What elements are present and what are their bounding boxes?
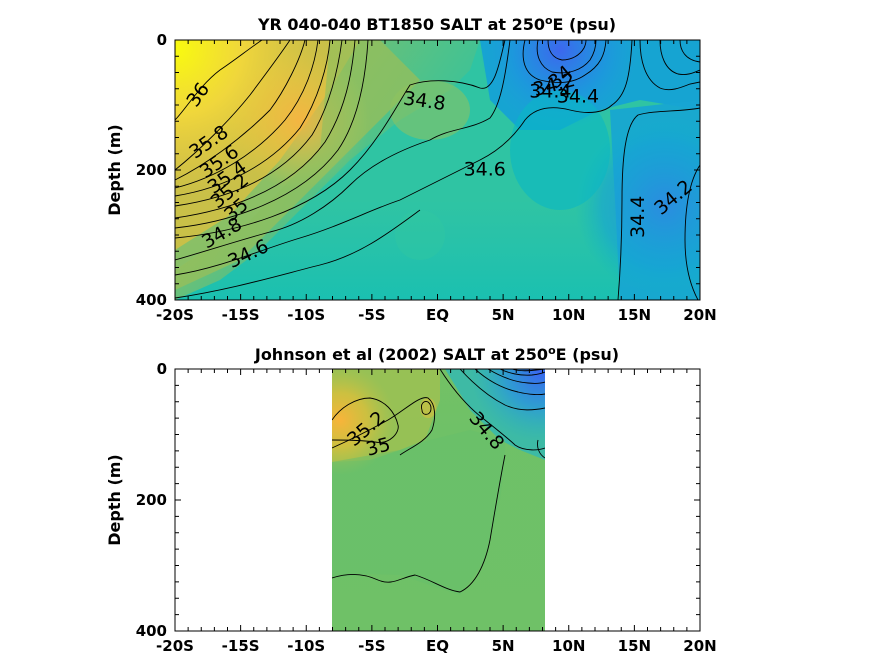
top-y-ticks: 0 200 400 bbox=[136, 31, 700, 309]
x-tick-label: -15S bbox=[222, 637, 260, 655]
top-panel: YR 040-040 BT1850 SALT at 250oE (psu) bbox=[105, 14, 717, 324]
y-tick-label: 200 bbox=[136, 491, 167, 509]
y-tick-label: 0 bbox=[157, 31, 167, 49]
x-tick-label: -10S bbox=[287, 306, 325, 324]
x-tick-label: -20S bbox=[156, 637, 194, 655]
x-tick-label: 10N bbox=[552, 637, 585, 655]
x-tick-label: -5S bbox=[358, 637, 385, 655]
bottom-y-ticks: 0 200 400 bbox=[136, 360, 700, 640]
x-tick-label: 20N bbox=[683, 637, 716, 655]
bottom-x-ticks: -20S -15S -10S -5S EQ 5N 10N 15N 20N bbox=[156, 369, 717, 655]
x-tick-label: -5S bbox=[358, 306, 385, 324]
x-tick-label: 15N bbox=[618, 637, 651, 655]
bottom-y-axis-label: Depth (m) bbox=[105, 454, 124, 546]
x-tick-label: 5N bbox=[492, 637, 515, 655]
y-tick-label: 200 bbox=[136, 161, 167, 179]
contour-label: 34.6 bbox=[464, 159, 506, 181]
x-tick-label: 20N bbox=[683, 306, 716, 324]
y-tick-label: 400 bbox=[136, 291, 167, 309]
x-tick-label: -10S bbox=[287, 637, 325, 655]
x-tick-label: -15S bbox=[222, 306, 260, 324]
x-tick-label: 15N bbox=[618, 306, 651, 324]
bottom-salinity-field bbox=[332, 369, 545, 631]
contour-label: 34.4 bbox=[557, 86, 599, 108]
x-tick-label: EQ bbox=[426, 306, 449, 324]
bottom-title: Johnson et al (2002) SALT at 250oE (psu) bbox=[254, 344, 619, 364]
top-x-ticks: -20S -15S -10S -5S EQ 5N 10N 15N 20N bbox=[156, 40, 717, 324]
bottom-contours bbox=[332, 369, 545, 593]
x-tick-label: EQ bbox=[426, 637, 449, 655]
top-title: YR 040-040 BT1850 SALT at 250oE (psu) bbox=[257, 14, 616, 34]
top-y-axis-label: Depth (m) bbox=[105, 124, 124, 216]
top-contour-labels: 3635.835.635.435.23534.834.634.834.634.4… bbox=[182, 61, 696, 273]
contour-label: 34.4 bbox=[529, 81, 571, 103]
x-tick-label: -20S bbox=[156, 306, 194, 324]
x-tick-label: 10N bbox=[552, 306, 585, 324]
contour-label: 34.4 bbox=[627, 196, 649, 238]
top-contours bbox=[175, 40, 700, 300]
y-tick-label: 0 bbox=[157, 360, 167, 378]
bottom-panel: Johnson et al (2002) SALT at 250oE (psu) bbox=[105, 344, 717, 655]
x-tick-label: 5N bbox=[492, 306, 515, 324]
y-tick-label: 400 bbox=[136, 622, 167, 640]
